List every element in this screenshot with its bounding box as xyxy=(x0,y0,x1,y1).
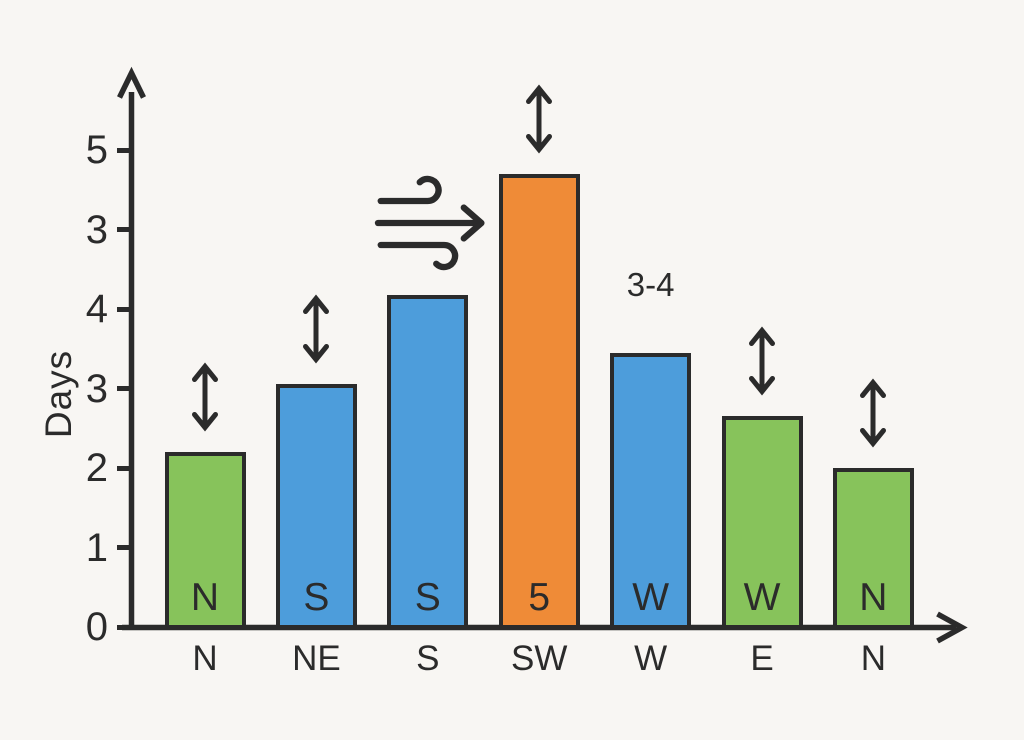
x-axis-category-label: N xyxy=(860,639,887,678)
annotation-text: 3-4 xyxy=(626,266,675,303)
updown-arrow-icon xyxy=(747,326,777,396)
bar: W xyxy=(610,352,692,629)
wind-icon xyxy=(374,175,485,271)
x-axis-arrowhead-icon xyxy=(936,611,968,644)
y-axis-tick xyxy=(117,465,132,471)
bar: S xyxy=(275,383,357,629)
y-axis-tick-label: 1 xyxy=(85,525,108,570)
y-axis-tick xyxy=(117,306,132,312)
bar-inner-label: W xyxy=(632,575,669,619)
y-axis-tick-label: 2 xyxy=(85,446,108,490)
y-axis-tick xyxy=(117,227,132,232)
bar: S xyxy=(387,295,469,629)
bar: W xyxy=(721,416,803,629)
y-axis-tick-label: 3 xyxy=(85,366,108,411)
bar-inner-label: N xyxy=(190,575,220,619)
y-axis-tick xyxy=(117,545,132,550)
x-axis-category-label: NE xyxy=(292,639,341,678)
y-axis-tick xyxy=(117,147,132,153)
bar-inner-label: S xyxy=(414,575,441,619)
updown-arrow-icon xyxy=(190,362,220,432)
updown-arrow-icon xyxy=(858,378,888,448)
bar-inner-label: N xyxy=(859,576,888,619)
updown-arrow-icon xyxy=(301,294,331,364)
y-axis-tick-label: 0 xyxy=(85,605,108,649)
bar-inner-label: W xyxy=(743,575,781,619)
x-axis-category-label: N xyxy=(192,639,218,678)
x-axis-category-label: E xyxy=(750,639,774,678)
bar-inner-label: S xyxy=(303,575,330,619)
bar: N xyxy=(832,468,914,629)
bar: 5 xyxy=(498,173,580,629)
y-axis-arrowhead-icon xyxy=(117,66,146,99)
x-axis-category-label: S xyxy=(416,639,440,678)
x-axis-category-label: SW xyxy=(510,639,568,678)
y-axis-tick-label: 3 xyxy=(85,207,108,252)
x-axis-category-label: W xyxy=(634,639,668,678)
y-axis-tick-label: 4 xyxy=(85,287,108,331)
bar-inner-label: 5 xyxy=(528,575,551,619)
y-axis-tick xyxy=(117,624,132,630)
updown-arrow-icon xyxy=(524,84,554,154)
bar: N xyxy=(164,452,246,629)
y-axis-tick xyxy=(117,386,132,391)
y-axis-tick-label: 5 xyxy=(85,128,108,172)
